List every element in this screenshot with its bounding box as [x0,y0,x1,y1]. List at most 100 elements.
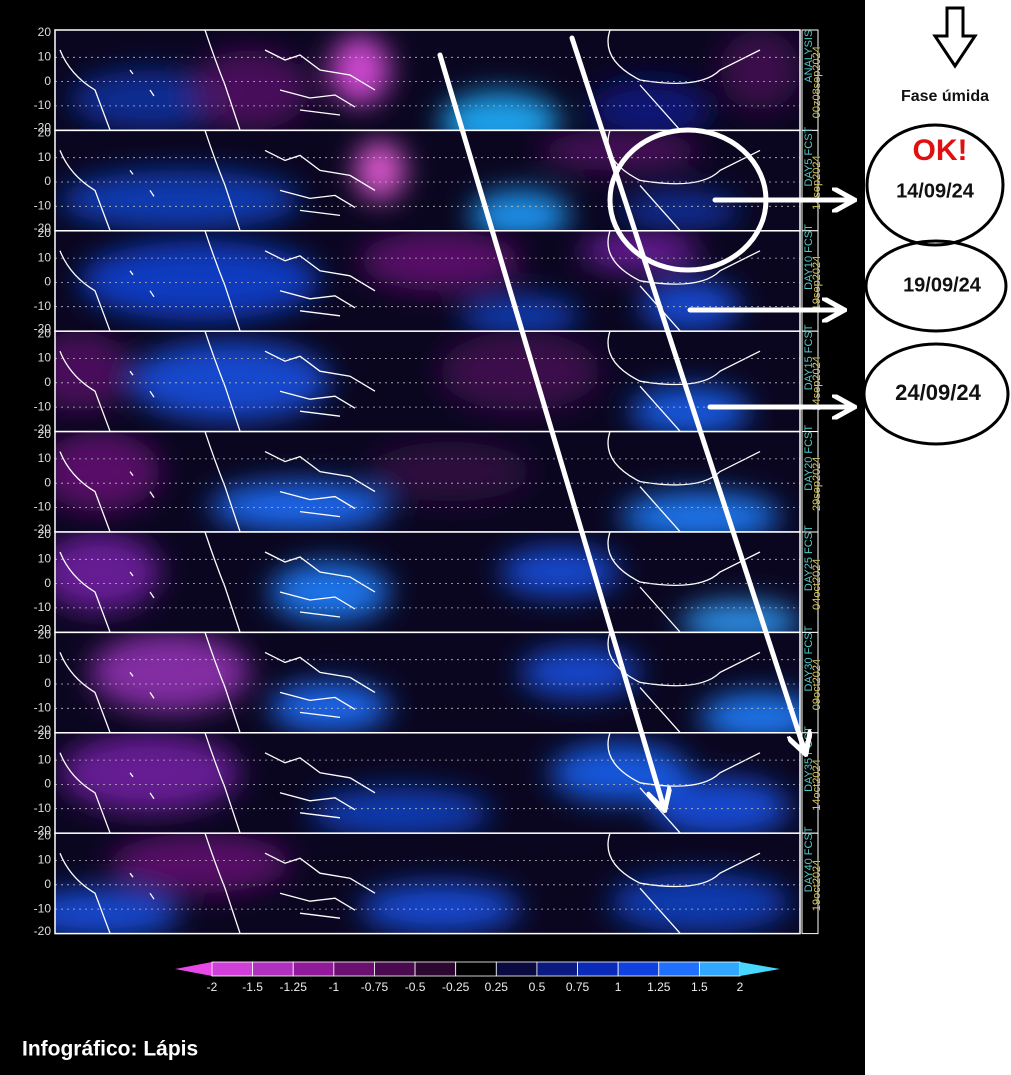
phase-label: Fase úmida [901,88,989,105]
lat-label: 20 [38,25,52,39]
lat-label: -10 [34,399,52,413]
lat-label: 0 [44,877,51,891]
field-blob [60,170,300,230]
lat-label: 20 [38,828,52,842]
colorbar-segment [537,962,578,976]
colorbar-segment [456,962,497,976]
field-blob [40,432,160,512]
ok-label: OK! [913,134,968,167]
field-blob [90,632,250,712]
colorbar-label: 2 [737,980,744,994]
lat-label: 0 [44,375,51,389]
lat-label: 10 [38,150,52,164]
colorbar-segment [699,962,740,976]
lat-label: -10 [34,600,52,614]
lat-label: 10 [38,451,52,465]
field-blob [60,733,240,813]
lat-label: 20 [38,226,52,240]
lat-label: -10 [34,801,52,815]
colorbar-segment [253,962,294,976]
colorbar-label: 0.75 [566,980,590,994]
lat-label: -10 [34,299,52,313]
panels: 20100-10-20ANALYSIS00z08sep202420100-10-… [20,25,823,938]
panel-date: 19oct2024 [811,860,823,911]
panel-date: 09oct2024 [811,659,823,710]
lat-label: 10 [38,250,52,264]
lat-label: 10 [38,752,52,766]
colorbar-segment [496,962,537,976]
lat-label: -20 [34,924,52,938]
colorbar-label: 1 [615,980,622,994]
down-arrow [935,8,975,66]
lat-label: 20 [38,126,52,140]
page: 20100-10-20ANALYSIS00z08sep202420100-10-… [0,0,1011,1075]
colorbar-label: -0.75 [361,980,389,994]
colorbar-label: 1.5 [691,980,708,994]
lat-label: 10 [38,652,52,666]
credit: Infográfico: Lápis [22,1038,198,1061]
colorbar-label: -0.5 [405,980,426,994]
field-blob [190,50,310,130]
colorbar-segment [659,962,700,976]
map-panel [55,632,820,742]
colorbar-segment [578,962,619,976]
lat-label: 0 [44,777,51,791]
panel-date: 00z08sep2024 [811,46,823,118]
field-blob [330,35,390,105]
colorbar-label: -1 [329,980,340,994]
lat-label: 0 [44,475,51,489]
lat-label: -10 [34,198,52,212]
lat-label: 10 [38,351,52,365]
lat-label: 0 [44,74,51,88]
colorbar-label: -0.25 [442,980,470,994]
panel-date: 04oct2024 [811,559,823,610]
colorbar-label: 0.25 [485,980,509,994]
field-blob [110,833,290,893]
field-blob [360,883,520,933]
lat-label: 10 [38,853,52,867]
date-label: 24/09/24 [895,380,981,405]
field-blob [130,341,330,421]
field-blob [500,547,620,597]
map-panel [20,833,800,938]
map-panel [55,733,800,838]
lat-label: -10 [34,700,52,714]
lat-label: 10 [38,551,52,565]
lat-label: 20 [38,427,52,441]
lat-label: 20 [38,628,52,642]
colorbar-label: -2 [207,980,218,994]
lat-label: 20 [38,326,52,340]
colorbar-segment [293,962,334,976]
panel-date: 19sep2024 [811,256,823,310]
field-blob [80,241,320,321]
field-blob [440,331,600,411]
field-blob [720,30,800,110]
colorbar-label: -1.25 [280,980,308,994]
field-blob [270,562,390,622]
panel-date: 29sep2024 [811,457,823,511]
map-panel [55,130,800,240]
lat-label: -10 [34,901,52,915]
lat-label: 20 [38,527,52,541]
field-blob [310,788,490,838]
colorbar-label: -1.5 [242,980,263,994]
colorbar-label: 1.25 [647,980,671,994]
colorbar-segment [334,962,375,976]
lat-label: 20 [38,728,52,742]
lat-label: 0 [44,174,51,188]
lat-label: 10 [38,49,52,63]
lat-label: 0 [44,576,51,590]
map-panel [40,432,800,542]
field-blob [370,442,530,502]
map-panel [55,231,800,336]
right-annotations: Fase úmida OK! 14/09/24 19/09/24 24/09/2… [864,8,1008,444]
colorbar-segment [415,962,456,976]
colorbar-segment [212,962,253,976]
colorbar-label: 0.5 [529,980,546,994]
lat-label: 0 [44,275,51,289]
field-blob [355,140,405,200]
lat-label: 0 [44,676,51,690]
colorbar-segment [374,962,415,976]
map-panel [40,532,800,642]
lat-label: -10 [34,500,52,514]
